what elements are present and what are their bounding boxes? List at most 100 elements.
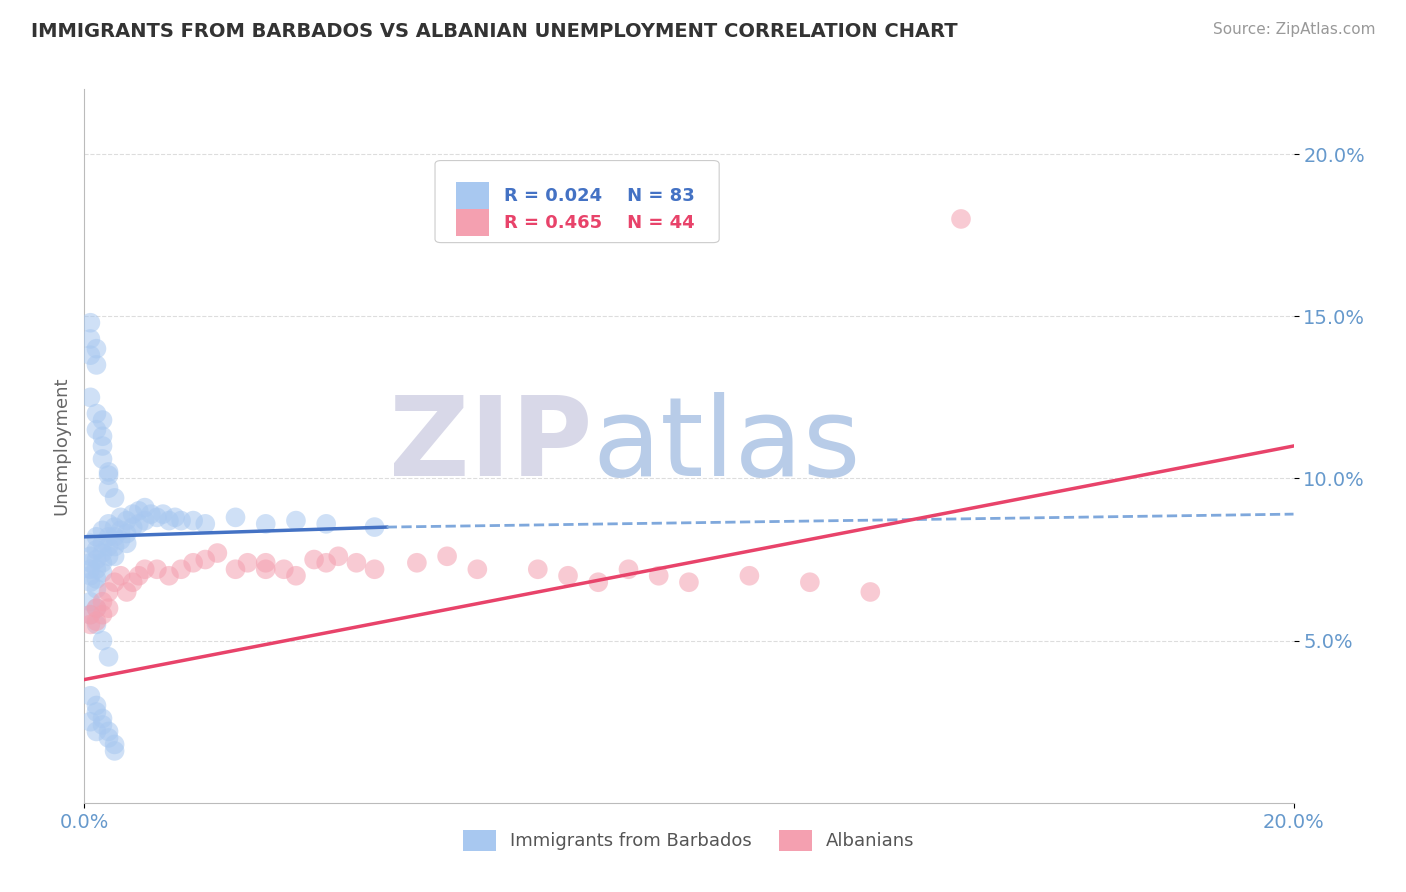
Point: [79, 316, 101, 330]
Point: [207, 546, 229, 560]
Point: [170, 514, 193, 528]
Point: [86, 358, 108, 372]
Point: [121, 507, 143, 521]
Point: [157, 568, 180, 582]
Point: [285, 568, 308, 582]
Point: [128, 568, 150, 582]
Point: [557, 568, 579, 582]
Point: [86, 617, 108, 632]
Point: [110, 568, 132, 582]
Point: [104, 575, 127, 590]
Point: [363, 562, 385, 576]
Point: [79, 617, 101, 632]
Point: [86, 698, 108, 713]
Point: [79, 607, 101, 622]
Point: [315, 516, 337, 531]
Point: [97, 585, 120, 599]
Point: [79, 607, 101, 622]
Text: R = 0.465    N = 44: R = 0.465 N = 44: [503, 213, 695, 232]
Point: [115, 536, 138, 550]
Point: [97, 649, 120, 664]
Point: [91, 711, 114, 725]
Y-axis label: Unemployment: Unemployment: [52, 376, 70, 516]
Point: [79, 568, 101, 582]
Point: [97, 540, 120, 554]
Point: [134, 500, 156, 515]
Point: [86, 705, 108, 719]
Point: [91, 566, 114, 580]
Point: [254, 556, 277, 570]
Point: [181, 514, 204, 528]
Point: [97, 465, 120, 479]
Point: [86, 542, 108, 557]
Point: [91, 413, 114, 427]
Point: [134, 562, 156, 576]
Point: [97, 530, 120, 544]
Point: [86, 582, 108, 596]
Point: [406, 556, 429, 570]
Point: [799, 575, 821, 590]
Point: [86, 601, 108, 615]
Point: [91, 524, 114, 538]
Point: [79, 689, 101, 703]
Point: [165, 510, 187, 524]
Point: [588, 575, 610, 590]
Point: [273, 562, 295, 576]
Point: [91, 546, 114, 560]
Point: [194, 516, 217, 531]
Point: [104, 744, 127, 758]
Point: [146, 510, 169, 524]
Point: [91, 607, 114, 622]
Point: [79, 390, 101, 404]
Point: [104, 491, 127, 505]
Text: R = 0.024    N = 83: R = 0.024 N = 83: [503, 186, 695, 204]
Point: [97, 601, 120, 615]
Point: [678, 575, 700, 590]
Point: [738, 568, 761, 582]
FancyBboxPatch shape: [456, 209, 489, 236]
Point: [236, 556, 259, 570]
Point: [86, 552, 108, 566]
Point: [91, 452, 114, 467]
Point: [86, 601, 108, 615]
Point: [79, 595, 101, 609]
Point: [467, 562, 489, 576]
Point: [115, 526, 138, 541]
Point: [97, 516, 120, 531]
Point: [146, 562, 169, 576]
Point: [302, 552, 325, 566]
Point: [79, 549, 101, 564]
Point: [110, 533, 132, 547]
Point: [110, 510, 132, 524]
Legend: Immigrants from Barbados, Albanians: Immigrants from Barbados, Albanians: [456, 822, 922, 858]
Point: [97, 549, 120, 564]
Point: [86, 342, 108, 356]
Point: [79, 348, 101, 362]
Point: [346, 556, 368, 570]
Point: [254, 516, 277, 531]
Point: [225, 510, 247, 524]
Point: [104, 540, 127, 554]
Point: [104, 549, 127, 564]
Point: [254, 562, 277, 576]
Point: [285, 514, 308, 528]
Point: [79, 536, 101, 550]
Point: [617, 562, 640, 576]
FancyBboxPatch shape: [456, 182, 489, 209]
Point: [527, 562, 550, 576]
Point: [86, 423, 108, 437]
Point: [79, 714, 101, 729]
Point: [170, 562, 193, 576]
Point: [157, 514, 180, 528]
Point: [315, 556, 337, 570]
Text: ZIP: ZIP: [389, 392, 592, 500]
Point: [86, 530, 108, 544]
Text: Source: ZipAtlas.com: Source: ZipAtlas.com: [1212, 22, 1375, 37]
Point: [134, 514, 156, 528]
Point: [104, 520, 127, 534]
Point: [91, 595, 114, 609]
Point: [104, 530, 127, 544]
Point: [194, 552, 217, 566]
Point: [181, 556, 204, 570]
Point: [121, 575, 143, 590]
